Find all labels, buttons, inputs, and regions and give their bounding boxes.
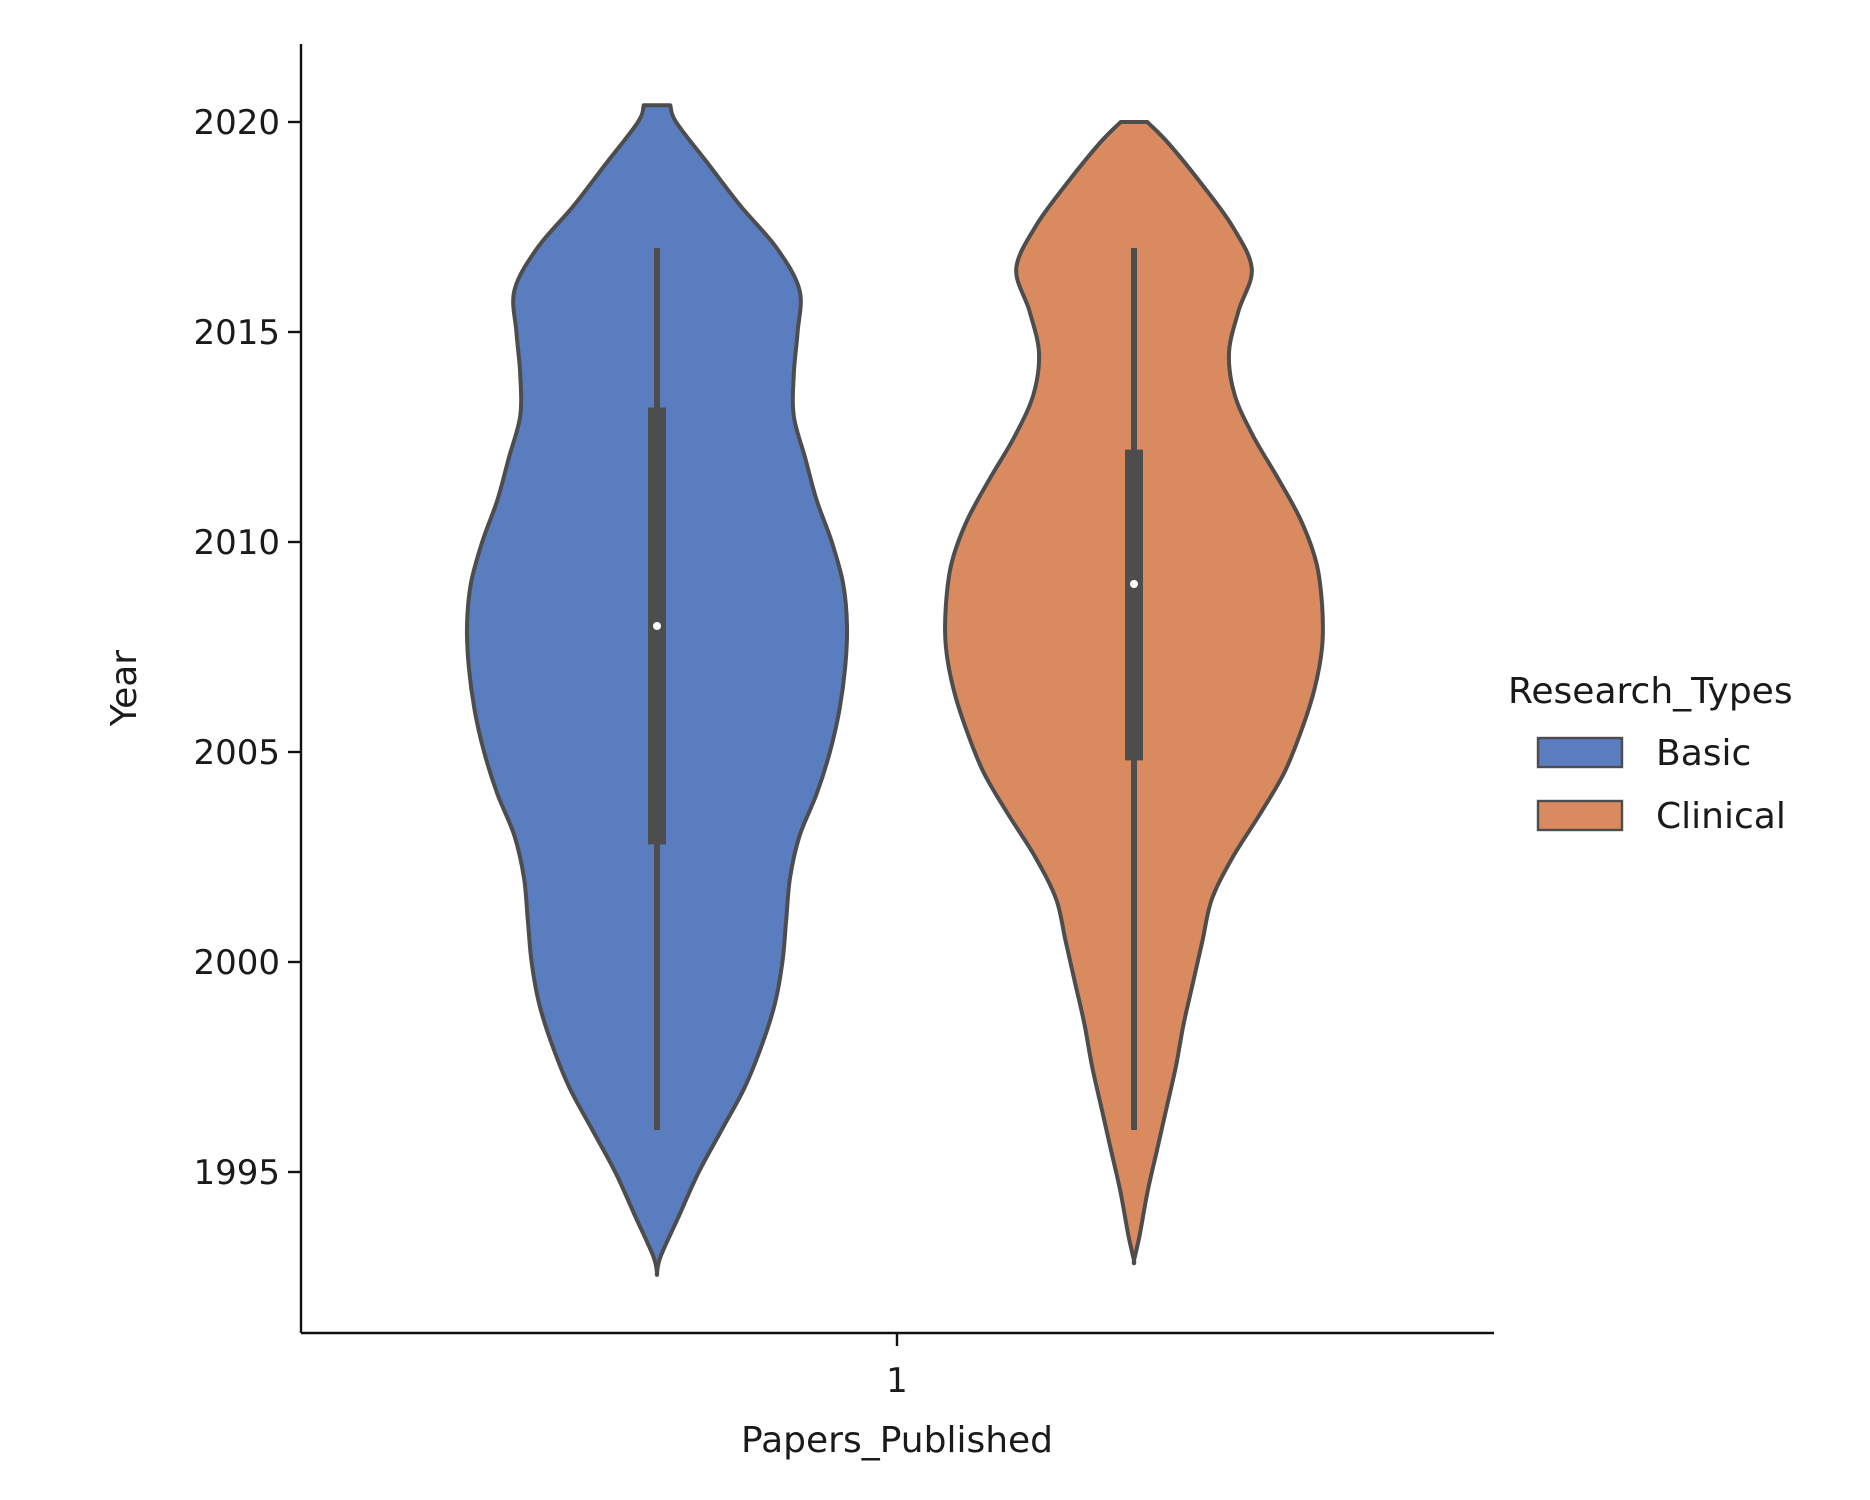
- y-tick-label: 2005: [193, 733, 280, 773]
- legend-title: Research_Types: [1508, 671, 1793, 712]
- median-marker-basic: [653, 622, 661, 630]
- legend-label-basic: Basic: [1656, 733, 1751, 774]
- y-ticks: 1995 2000 2005 2010 2015 2020: [193, 103, 301, 1193]
- x-axis-title: Papers_Published: [741, 1420, 1053, 1461]
- y-tick-label: 2010: [193, 523, 280, 563]
- median-marker-clinical: [1130, 580, 1138, 588]
- x-ticks: 1: [886, 1333, 908, 1401]
- y-tick-label: 2000: [193, 943, 280, 983]
- legend-label-clinical: Clinical: [1656, 796, 1786, 837]
- iqr-box-clinical: [1125, 449, 1143, 761]
- y-tick-label: 1995: [193, 1153, 280, 1193]
- y-axis-title: Year: [104, 650, 145, 727]
- legend-swatch-clinical: [1536, 799, 1624, 832]
- legend: Research_Types Basic Clinical: [1508, 671, 1793, 837]
- y-tick-label: 2015: [193, 313, 280, 353]
- legend-swatch-basic: [1536, 736, 1624, 769]
- violins-layer: [464, 103, 1325, 1277]
- y-tick-label: 2020: [193, 103, 280, 143]
- x-tick-label: 1: [886, 1361, 908, 1401]
